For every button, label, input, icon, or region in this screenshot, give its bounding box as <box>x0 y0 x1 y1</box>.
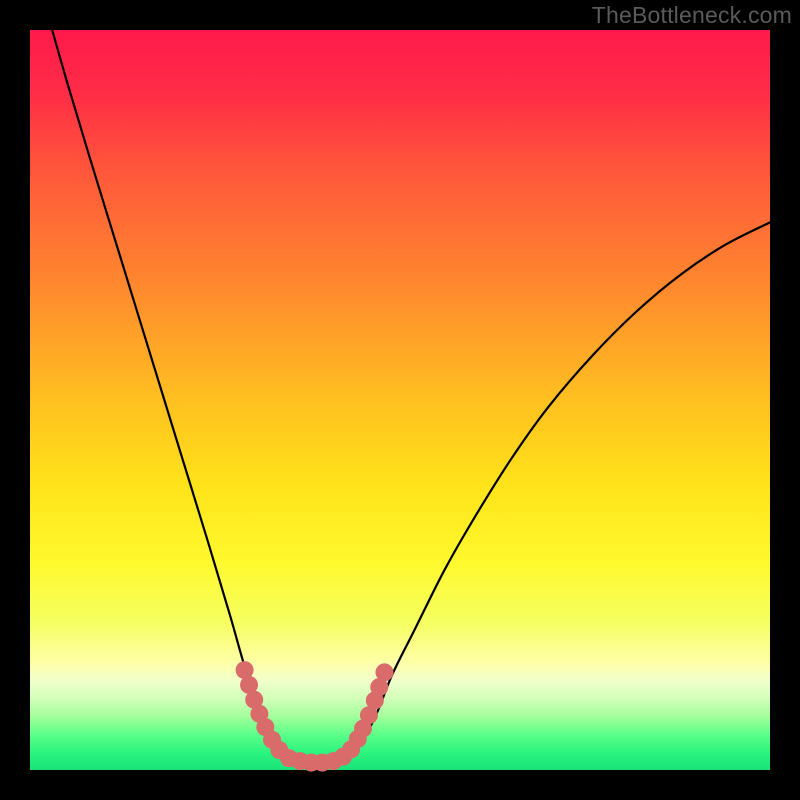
watermark-text: TheBottleneck.com <box>592 2 792 29</box>
marker-dot <box>375 663 393 681</box>
bottleneck-chart <box>0 0 800 800</box>
